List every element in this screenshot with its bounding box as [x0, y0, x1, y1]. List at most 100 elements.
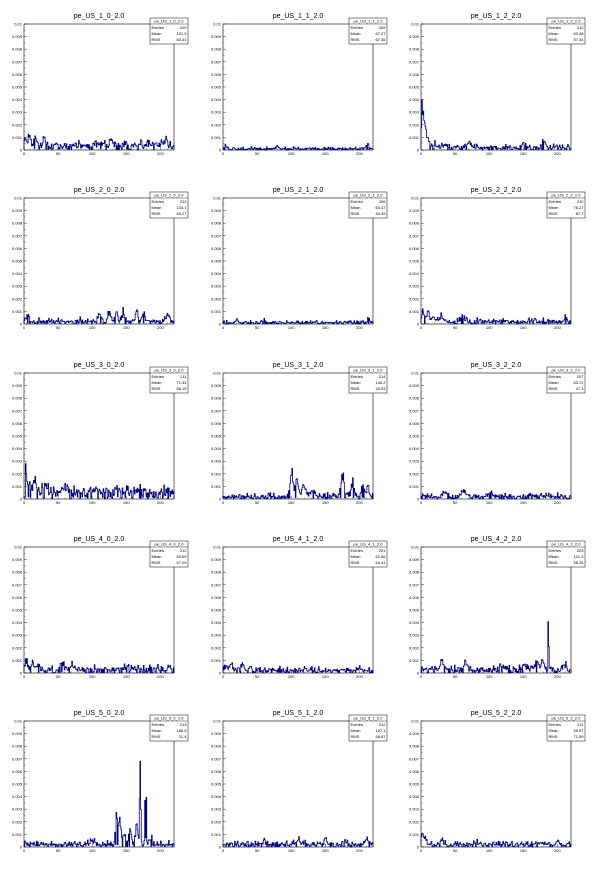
stats-label: Mean	[549, 31, 559, 36]
x-tick-label: 100	[89, 674, 96, 679]
stats-name: pe_US_1_0_2.0	[155, 19, 185, 24]
x-tick-label: 50	[453, 325, 458, 330]
x-tick-label: 0	[420, 500, 423, 505]
stats-value: 83.72	[573, 380, 584, 385]
stats-label: Mean	[351, 31, 361, 36]
y-tick-label: 0.004	[409, 794, 420, 799]
y-tick-label: 0.006	[12, 595, 23, 600]
y-tick-label: 0.001	[12, 658, 23, 663]
y-tick-label: 0.006	[211, 595, 222, 600]
histogram-panel: pe_US_2_1_2.0 0 0.001 0.002 0.003 0.004 0.005 0…	[211, 187, 388, 330]
stats-box	[546, 191, 586, 219]
y-tick-label: 0	[417, 845, 420, 850]
stats-box	[348, 540, 388, 568]
y-tick-label: 0.002	[409, 645, 420, 650]
y-tick-label: 0.006	[409, 595, 420, 600]
stats-name: pe_US_3_2_2.0	[552, 368, 582, 373]
stats-value: 63.27	[176, 211, 187, 216]
stats-value: 63.46	[573, 31, 584, 36]
y-tick-label: 0.004	[211, 97, 222, 102]
y-tick-label: 0.003	[409, 633, 420, 638]
stats-value: 44.49	[375, 211, 386, 216]
stats-value: 211	[577, 722, 584, 727]
y-tick-label: 0	[417, 497, 420, 502]
y-tick-label: 0.004	[12, 794, 23, 799]
y-tick-label: 0	[417, 671, 420, 676]
stats-label: Entries	[152, 722, 164, 727]
stats-value: 63.41	[176, 37, 187, 42]
y-tick-label: 0.002	[211, 296, 222, 301]
y-tick-label: 0.007	[409, 233, 420, 238]
x-tick-label: 0	[420, 151, 423, 156]
stats-name: pe_US_2_0_2.0	[155, 193, 185, 198]
x-tick-label: 100	[288, 848, 295, 853]
y-tick-label: 0.009	[12, 557, 23, 562]
x-tick-label: 100	[486, 325, 493, 330]
stats-value: 58.26	[573, 560, 584, 565]
stats-value: 206	[379, 199, 386, 204]
y-tick-label: 0.007	[409, 408, 420, 413]
y-tick-label: 0.008	[409, 47, 420, 52]
stats-value: 63.69	[176, 554, 187, 559]
y-tick-label: 0.009	[409, 731, 420, 736]
y-tick-label: 0.001	[12, 832, 23, 837]
histogram-line	[420, 99, 572, 151]
y-tick-label: 0.004	[12, 620, 23, 625]
x-tick-label: 100	[486, 848, 493, 853]
stats-box	[348, 366, 388, 394]
y-tick-label: 0.004	[409, 620, 420, 625]
y-tick-label: 0.002	[211, 645, 222, 650]
y-tick-label: 0.009	[409, 557, 420, 562]
y-tick-label: 0.006	[211, 421, 222, 426]
y-tick-label: 0.004	[409, 97, 420, 102]
stats-label: Entries	[152, 199, 164, 204]
stats-label: RMS	[152, 734, 161, 739]
y-tick-label: 0.001	[409, 135, 420, 140]
stats-value: 121.9	[176, 31, 187, 36]
stats-label: RMS	[549, 734, 558, 739]
y-tick-label: 0.001	[409, 658, 420, 663]
stats-label: Entries	[351, 548, 363, 553]
x-tick-label: 0	[222, 848, 225, 853]
stats-box	[546, 17, 586, 45]
stats-label: Mean	[351, 554, 361, 559]
stats-label: Mean	[351, 380, 361, 385]
stats-value: 64.47	[375, 205, 386, 210]
y-tick-label: 0.009	[12, 208, 23, 213]
stats-value: 209	[379, 25, 386, 30]
stats-label: RMS	[549, 37, 558, 42]
x-tick-label: 0	[222, 674, 225, 679]
panel-title: pe_US_4_1_2.0	[273, 536, 324, 543]
panel-title: pe_US_2_2_2.0	[471, 187, 522, 194]
x-tick-label: 150	[520, 151, 527, 156]
y-tick-label: 0.01	[14, 22, 23, 27]
y-tick-label: 0.003	[12, 459, 23, 464]
y-tick-label: 0.001	[12, 484, 23, 489]
x-tick-label: 100	[89, 151, 96, 156]
panel-title: pe_US_1_2_2.0	[471, 13, 522, 20]
y-tick-label: 0	[219, 497, 222, 502]
stats-value: 58.15	[176, 386, 187, 391]
x-tick-label: 100	[486, 674, 493, 679]
y-tick-label: 0	[417, 322, 420, 327]
y-tick-label: 0.01	[14, 545, 23, 550]
x-tick-label: 200	[554, 500, 561, 505]
stats-name: pe_US_4_2_2.0	[552, 542, 582, 547]
y-tick-label: 0.005	[12, 782, 23, 787]
stats-value: 121.3	[573, 554, 584, 559]
y-tick-label: 0.001	[12, 309, 23, 314]
x-tick-label: 150	[322, 500, 329, 505]
stats-box	[546, 366, 586, 394]
x-tick-label: 150	[123, 151, 130, 156]
stats-value: 134.1	[176, 205, 187, 210]
x-tick-label: 0	[222, 500, 225, 505]
histogram-panel: pe_US_3_2_2.0 0 0.001 0.002 0.003 0.004 0.005 0…	[409, 362, 586, 505]
y-tick-label: 0.007	[211, 233, 222, 238]
stats-label: Entries	[549, 722, 561, 727]
y-tick-label: 0.005	[12, 434, 23, 439]
x-tick-label: 50	[453, 500, 458, 505]
y-tick-label: 0.001	[211, 135, 222, 140]
histogram-panel: pe_US_4_2_2.0 0 0.001 0.002 0.003 0.004 0.005 0…	[409, 536, 586, 679]
y-tick-label: 0.01	[14, 196, 23, 201]
y-tick-label: 0.005	[409, 259, 420, 264]
